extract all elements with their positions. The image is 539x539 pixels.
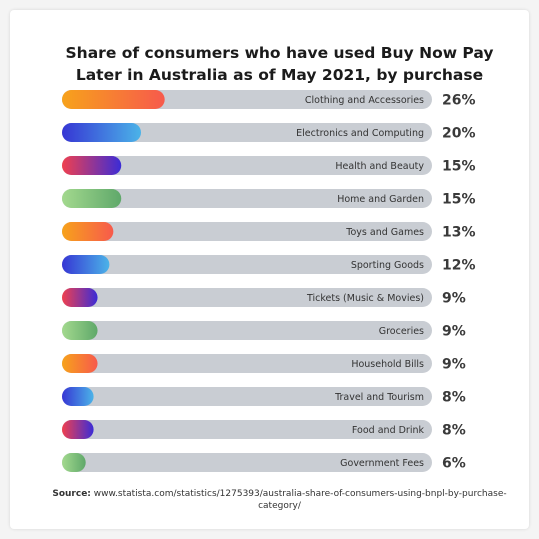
bar-track [62, 255, 432, 274]
value-label: 6% [442, 456, 466, 472]
category-label: Sporting Goods [351, 260, 424, 271]
bar [62, 123, 141, 142]
bar [62, 90, 165, 109]
value-label: 13% [442, 225, 476, 241]
category-label: Food and Drink [352, 425, 425, 436]
bar-track [62, 123, 432, 142]
bar [62, 288, 98, 307]
bar [62, 387, 94, 406]
category-label: Tickets (Music & Movies) [306, 293, 424, 304]
value-label: 12% [442, 258, 476, 274]
chart-card: Share of consumers who have used Buy Now… [10, 10, 529, 529]
bar [62, 453, 86, 472]
bar-track [62, 354, 432, 373]
bar [62, 420, 94, 439]
value-label: 9% [442, 324, 466, 340]
value-label: 9% [442, 291, 466, 307]
bar-track [62, 453, 432, 472]
value-label: 15% [442, 192, 476, 208]
bar-chart: Clothing and Accessories 26% Electronics a… [62, 90, 476, 472]
value-label: 8% [442, 423, 466, 439]
bar-track [62, 387, 432, 406]
bar-track [62, 222, 432, 241]
category-label: Travel and Tourism [334, 392, 424, 403]
category-label: Home and Garden [337, 194, 424, 205]
category-label: Clothing and Accessories [305, 95, 424, 106]
bar [62, 354, 98, 373]
bar-track [62, 420, 432, 439]
category-label: Groceries [379, 326, 424, 337]
value-label: 20% [442, 126, 476, 142]
value-label: 9% [442, 357, 466, 373]
bar [62, 156, 122, 175]
bar-track [62, 321, 432, 340]
category-label: Health and Beauty [335, 161, 424, 172]
source-label: Source: [52, 489, 91, 499]
value-label: 8% [442, 390, 466, 406]
source-note: Source: www.statista.com/statistics/1275… [50, 488, 509, 512]
bar [62, 255, 110, 274]
bar-track [62, 288, 432, 307]
bar-track [62, 156, 432, 175]
source-url: www.statista.com/statistics/1275393/aust… [93, 489, 507, 511]
value-label: 26% [442, 93, 476, 109]
category-label: Government Fees [340, 458, 424, 469]
category-label: Toys and Games [345, 227, 424, 238]
bar [62, 222, 114, 241]
category-label: Household Bills [351, 359, 424, 370]
chart-title: Share of consumers who have used Buy Now… [65, 44, 494, 84]
value-label: 15% [442, 159, 476, 175]
category-label: Electronics and Computing [296, 128, 424, 139]
bar [62, 189, 122, 208]
bar [62, 321, 98, 340]
bar-track [62, 189, 432, 208]
